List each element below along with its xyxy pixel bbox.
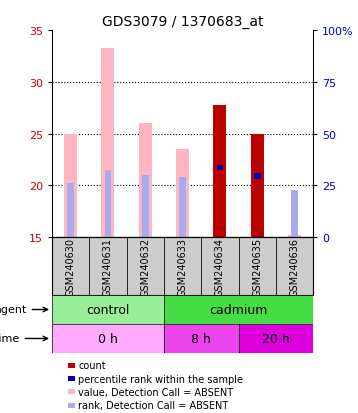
Text: GSM240630: GSM240630	[66, 237, 76, 296]
Bar	[288, 235, 301, 237]
Bar	[164, 237, 201, 295]
Bar	[238, 237, 276, 295]
Bar	[251, 134, 264, 237]
Text: 20 h: 20 h	[262, 332, 290, 345]
Text: GSM240634: GSM240634	[215, 237, 225, 296]
Text: GSM240632: GSM240632	[140, 237, 150, 296]
Bar	[64, 134, 77, 237]
Bar	[254, 174, 261, 179]
Bar	[52, 324, 164, 353]
Text: 0 h: 0 h	[98, 332, 118, 345]
Bar	[179, 178, 186, 237]
Text: control: control	[86, 303, 130, 316]
Bar	[201, 237, 238, 295]
Text: value, Detection Call = ABSENT: value, Detection Call = ABSENT	[78, 387, 234, 397]
Text: GSM240633: GSM240633	[178, 237, 188, 296]
Bar	[176, 150, 189, 237]
Text: GSM240636: GSM240636	[290, 237, 300, 296]
Text: count: count	[78, 361, 106, 370]
Bar	[139, 124, 152, 237]
Text: 8 h: 8 h	[191, 332, 211, 345]
Text: agent: agent	[0, 305, 48, 315]
Bar	[105, 170, 111, 237]
Text: cadmium: cadmium	[209, 303, 268, 316]
Bar	[238, 324, 313, 353]
Bar	[291, 191, 298, 237]
Bar	[52, 237, 89, 295]
Bar	[127, 237, 164, 295]
Text: time: time	[0, 334, 48, 344]
Text: percentile rank within the sample: percentile rank within the sample	[78, 374, 243, 384]
Bar	[142, 176, 149, 237]
Bar	[101, 48, 115, 237]
Text: GSM240635: GSM240635	[252, 237, 262, 296]
Bar	[89, 237, 127, 295]
Bar	[213, 105, 227, 237]
Bar	[164, 295, 313, 324]
Bar	[217, 166, 223, 171]
Bar	[164, 324, 238, 353]
Title: GDS3079 / 1370683_at: GDS3079 / 1370683_at	[102, 14, 263, 28]
Bar	[52, 295, 164, 324]
Text: rank, Detection Call = ABSENT: rank, Detection Call = ABSENT	[78, 400, 229, 410]
Bar	[67, 184, 74, 237]
Text: GSM240631: GSM240631	[103, 237, 113, 296]
Bar	[276, 237, 313, 295]
